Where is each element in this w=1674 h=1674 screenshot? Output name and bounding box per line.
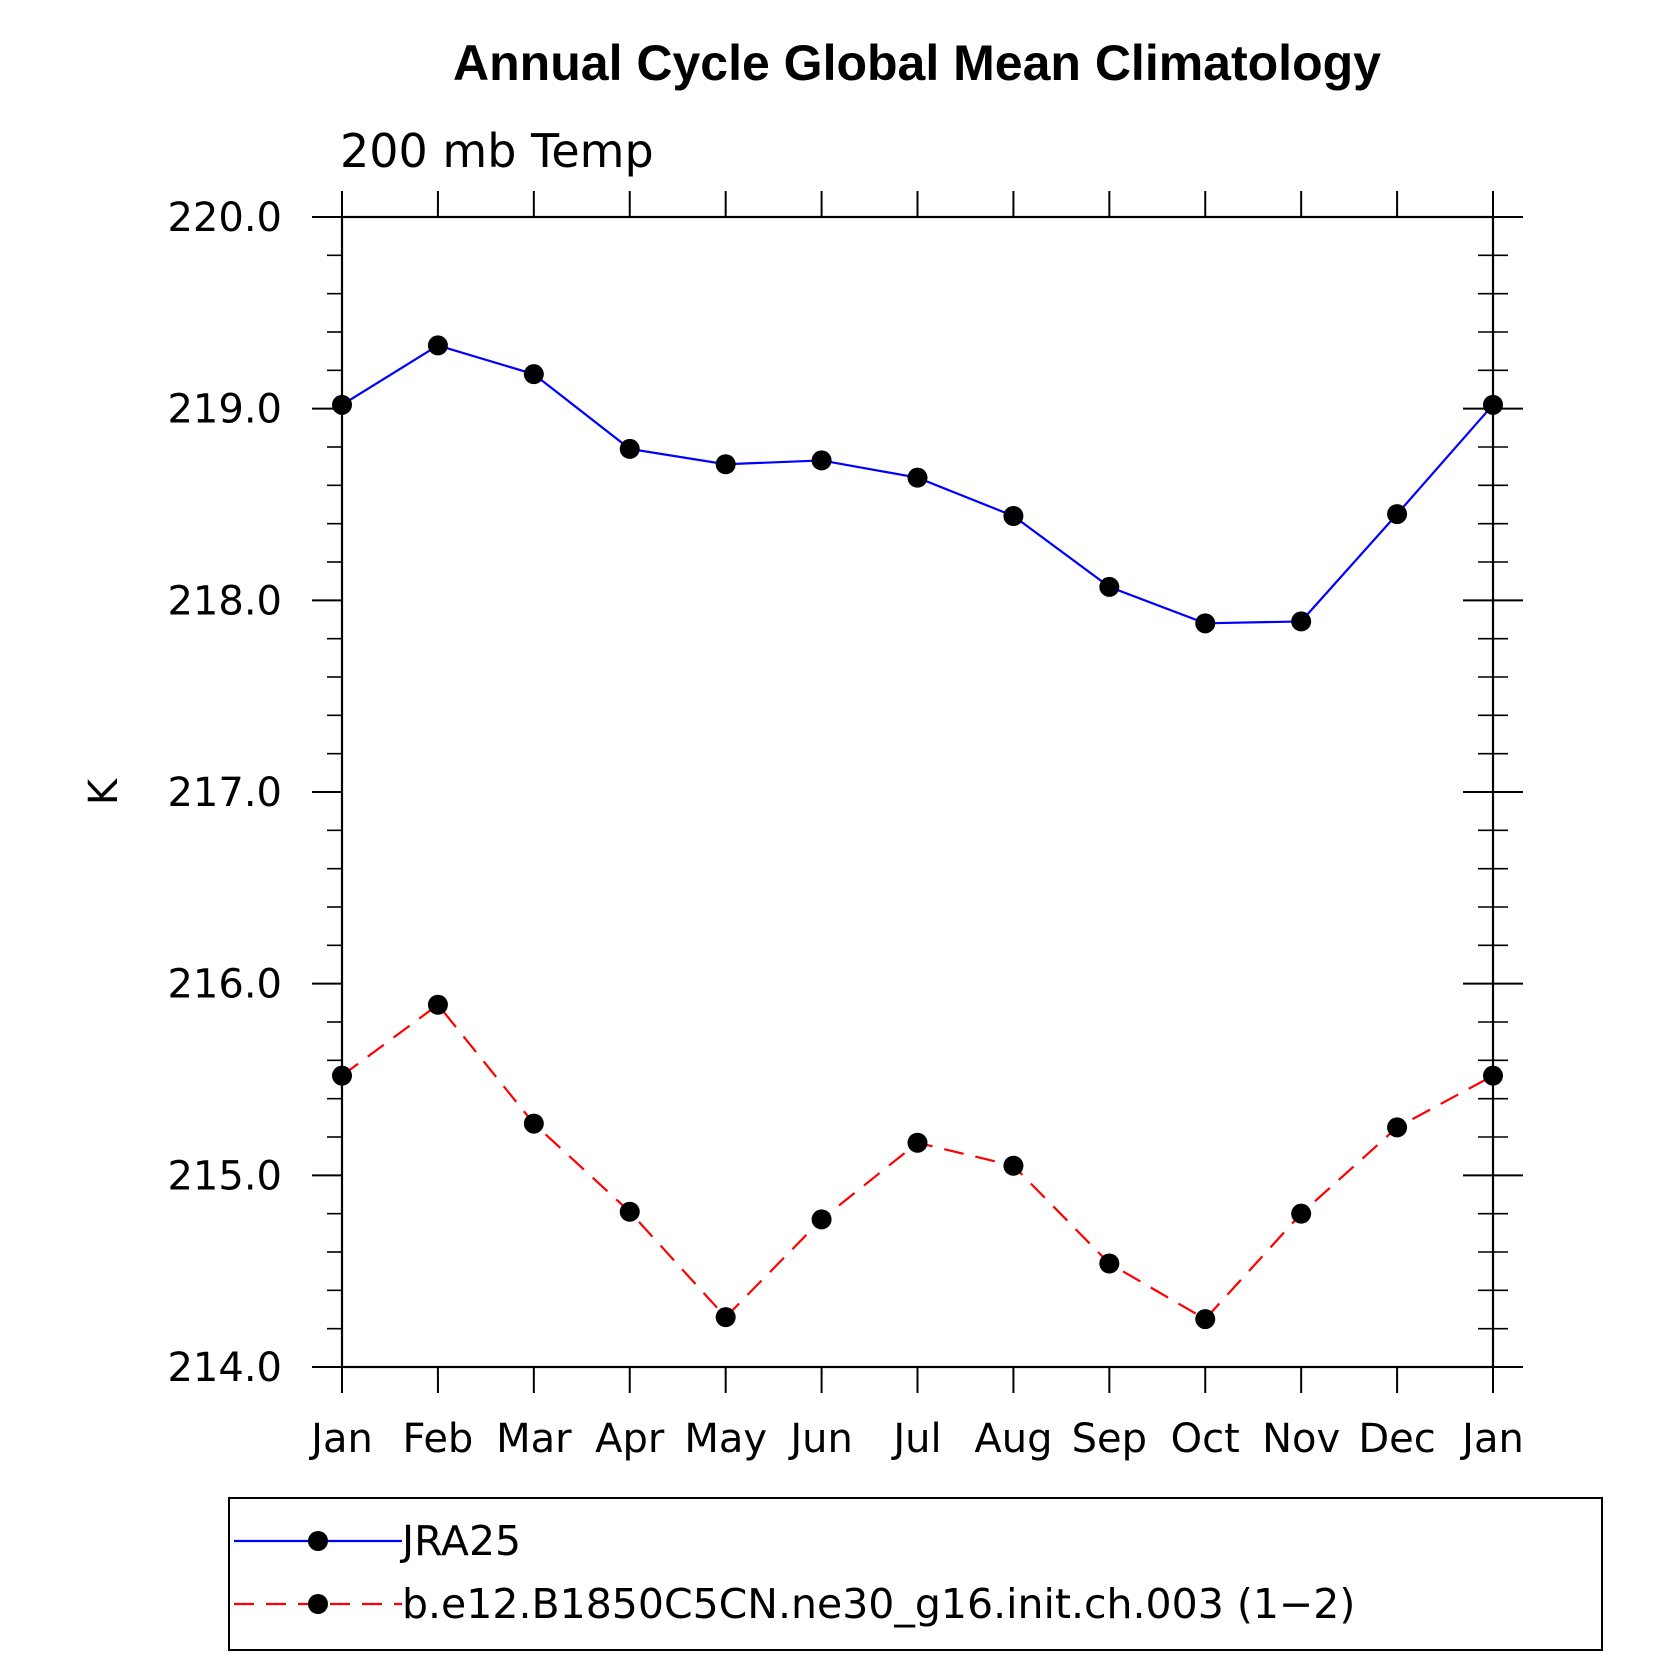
data-point [1483,394,1503,415]
data-point [715,454,736,475]
x-tick-label: Aug [974,1416,1052,1462]
data-point [523,364,544,385]
chart-subtitle: 200 mb Temp [340,124,654,178]
data-point [907,467,928,488]
x-tick-label: Jul [890,1416,941,1462]
plot-axes: Jan Feb Mar Apr May Jun Jul Aug Sep Oct Nov Dec Jan 2… [167,191,1524,1462]
x-tick-label: Jan [1459,1416,1524,1462]
y-tick-label: 217.0 [167,770,282,816]
data-point [811,1209,832,1230]
series-layer [332,335,1503,1330]
x-tick-label: Jan [308,1416,373,1462]
x-tick-label: Oct [1171,1416,1240,1462]
series-line-1 [341,1003,1494,1321]
data-point [619,1201,640,1222]
data-point [1099,1253,1120,1274]
legend-label-jra25: JRA25 [399,1517,521,1565]
data-point [332,394,352,415]
data-point [1195,613,1216,634]
x-tick-label: Sep [1072,1416,1147,1462]
y-tick-label: 220.0 [167,195,282,241]
y-tick-label: 216.0 [167,962,282,1008]
data-point [1387,1117,1408,1138]
y-tick-label: 215.0 [167,1153,282,1199]
y-tick-label: 219.0 [167,387,282,433]
x-tick-label: Dec [1358,1416,1435,1462]
legend-box [228,1497,1603,1651]
x-tick-label: Feb [403,1416,474,1462]
legend-label-model: b.e12.B1850C5CN.ne30_g16.init.ch.003 (1−… [402,1580,1355,1628]
data-point [1291,611,1312,632]
data-point [332,1065,352,1086]
x-tick-label: Apr [595,1416,665,1462]
y-tick-label: 218.0 [167,578,282,624]
data-point [907,1132,928,1153]
y-tick-label: 214.0 [167,1345,282,1391]
data-point [1099,576,1120,597]
data-point [523,1113,544,1134]
data-point [1195,1309,1216,1330]
legend: JRA25 b.e12.B1850C5CN.ne30_g16.init.ch.0… [228,1497,1603,1651]
x-tick-label: Jun [787,1416,853,1462]
legend-marker-model [308,1594,328,1614]
data-point [427,335,448,356]
data-point [619,438,640,459]
x-tick-label: Nov [1262,1416,1340,1462]
legend-marker-jra25 [308,1531,328,1551]
data-point [1003,1155,1024,1176]
data-point [1483,1065,1503,1086]
data-point [811,450,832,471]
plot-frame [340,215,1495,1369]
data-point [1291,1203,1312,1224]
chart-title: Annual Cycle Global Mean Climatology [453,35,1381,91]
data-point [427,994,448,1015]
data-point [715,1307,736,1328]
x-tick-label: Mar [496,1416,572,1462]
data-point [1387,504,1408,525]
x-tick-label: May [684,1416,767,1462]
data-point [1003,506,1024,526]
y-axis-label: K [81,777,127,805]
